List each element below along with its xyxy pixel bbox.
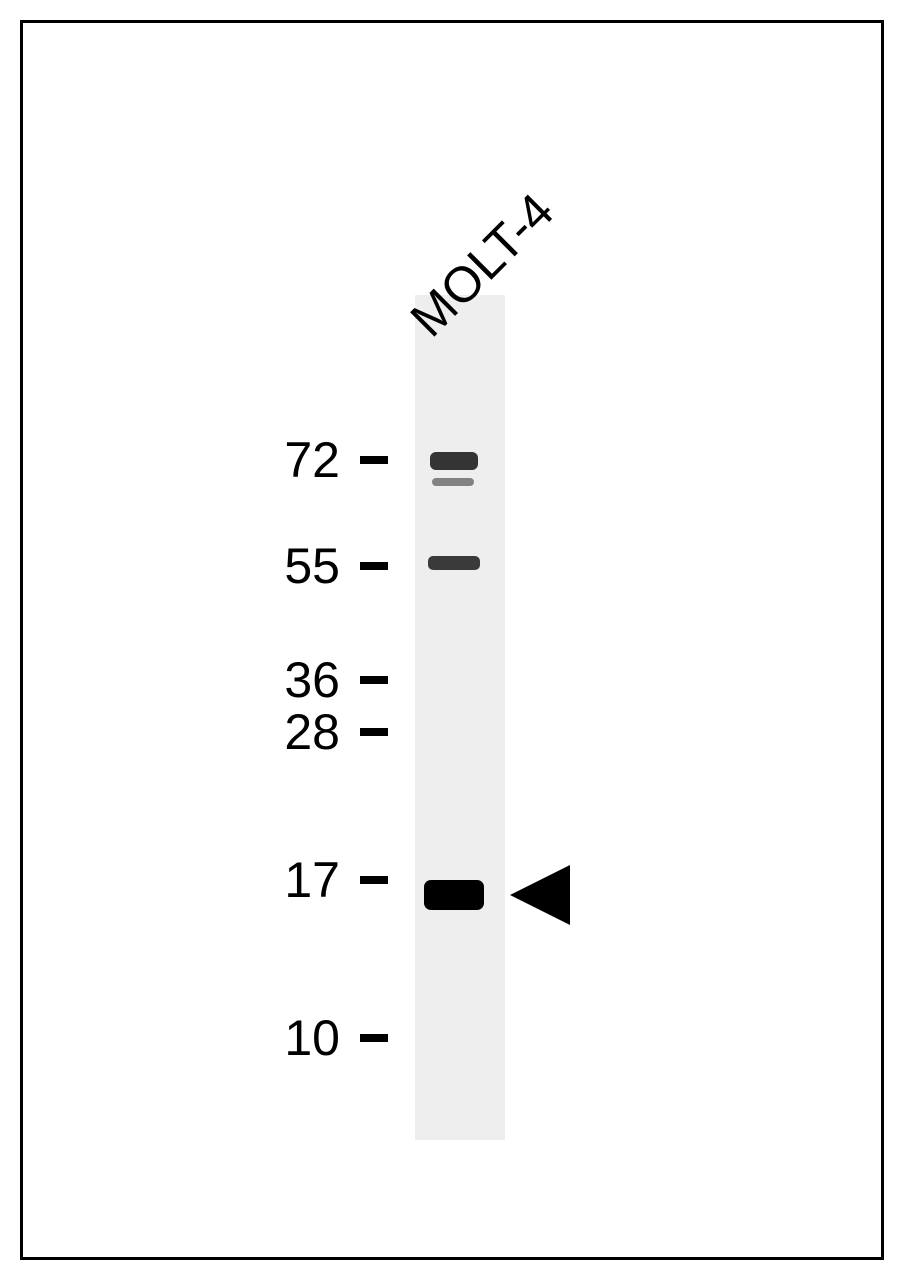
mw-tick-17 xyxy=(360,876,388,884)
mw-tick-28 xyxy=(360,728,388,736)
mw-label-72: 72 xyxy=(250,431,340,489)
mw-label-55: 55 xyxy=(250,537,340,595)
mw-tick-10 xyxy=(360,1034,388,1042)
band-2 xyxy=(428,556,480,570)
band-3 xyxy=(424,880,484,910)
band-0 xyxy=(430,452,478,470)
gel-lane xyxy=(415,295,505,1140)
mw-label-28: 28 xyxy=(250,703,340,761)
mw-tick-36 xyxy=(360,676,388,684)
mw-tick-55 xyxy=(360,562,388,570)
mw-tick-72 xyxy=(360,456,388,464)
mw-label-17: 17 xyxy=(250,851,340,909)
target-band-arrow-icon xyxy=(510,865,580,935)
band-1 xyxy=(432,478,474,486)
mw-label-10: 10 xyxy=(250,1009,340,1067)
mw-label-36: 36 xyxy=(250,651,340,709)
